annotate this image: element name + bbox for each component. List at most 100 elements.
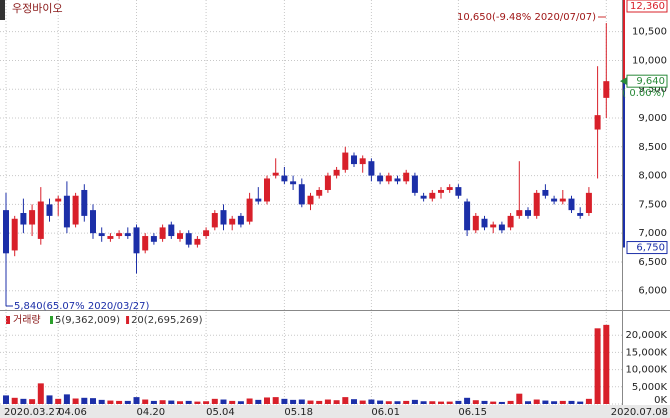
candle-body (185, 233, 192, 245)
candle-body (577, 213, 584, 216)
candle-body (551, 198, 558, 202)
legend-swatch (6, 316, 10, 324)
annotation: 5,840(65.07% 2020/03/27) (14, 301, 149, 312)
volume-bar (98, 399, 105, 404)
y-tick-label: 9,000 (638, 113, 667, 124)
candle-body (559, 198, 566, 202)
x-tick-label: 06.01 (371, 407, 400, 418)
candle-body (133, 227, 140, 254)
candle-body (150, 236, 157, 242)
y-tick-label: 8,500 (638, 142, 667, 153)
candle-body (281, 175, 288, 182)
candle-body (507, 215, 514, 228)
volume-bar (559, 400, 566, 404)
price-mark-box (626, 241, 668, 255)
candle-body (246, 198, 253, 222)
y-tick-label: 9,500 (638, 84, 667, 95)
candle-body (298, 184, 305, 205)
candle-body (542, 189, 549, 196)
candle-body (498, 224, 505, 231)
candle-body (516, 210, 523, 216)
y-tick-label: 0K (654, 395, 667, 406)
candle-body (37, 201, 44, 239)
volume-bar (498, 401, 505, 404)
candle-body (177, 233, 183, 239)
volume-bar (385, 401, 392, 404)
volume-bar (446, 401, 453, 404)
price-mark-label: 6,750 (636, 243, 665, 254)
price-mark-label: 12,360 (630, 1, 665, 12)
legend-label: 20(2,695,269) (131, 315, 203, 326)
y-tick-label: 10,500 (632, 27, 667, 38)
candle-body (63, 195, 70, 228)
candle-body (351, 155, 357, 165)
candle-body (455, 187, 462, 196)
volume-bar (72, 398, 79, 404)
candle-body (377, 175, 384, 182)
volume-bar (11, 397, 18, 404)
volume-bar (37, 383, 44, 404)
candle-body (264, 178, 270, 202)
volume-bar (124, 400, 131, 404)
y-tick-label: 7,000 (638, 228, 667, 239)
volume-bar (307, 400, 314, 404)
volume-bar (490, 401, 497, 404)
price-mark-label: 9,640 (636, 76, 665, 87)
volume-bar (46, 395, 53, 404)
x-tick-label: 2020.07.08 (611, 407, 668, 418)
volume-bar (342, 397, 349, 404)
candle-body (72, 195, 79, 225)
candle-body (316, 189, 323, 196)
candle-body (411, 175, 418, 193)
volume-bar (577, 401, 584, 404)
candle-body (290, 181, 297, 185)
candle-body (385, 175, 392, 182)
candle-body (272, 172, 279, 176)
volume-bar (507, 400, 514, 404)
candle-body (438, 189, 444, 193)
candle-body (481, 218, 488, 228)
volume-bar (324, 399, 331, 404)
volume-bar (211, 398, 218, 404)
candle-body (90, 210, 96, 234)
volume-bar (464, 397, 471, 404)
candle-body (220, 210, 227, 225)
legend-label: 5(9,362,009) (55, 315, 120, 326)
candle-body (342, 152, 349, 170)
candle-body (490, 224, 497, 228)
volume-bar (594, 328, 601, 404)
candle-body (81, 189, 88, 216)
candle-body (472, 215, 479, 231)
candle-body (420, 195, 427, 199)
candle-body (255, 198, 262, 202)
candle-body (533, 192, 540, 216)
volume-bar (403, 400, 410, 404)
candle-body (168, 224, 175, 237)
volume-bar (298, 399, 305, 404)
volume-bar (55, 398, 62, 404)
current-price-pointer (620, 77, 627, 86)
volume-bar (229, 400, 236, 404)
change-label: ( 0.00%) (622, 88, 665, 99)
candle-body (446, 187, 453, 190)
volume-bar (255, 399, 262, 404)
candle-body (203, 230, 210, 237)
y-tick-label: 10,000 (632, 55, 667, 66)
volume-bar (133, 397, 140, 404)
candle-body (142, 236, 149, 251)
candle-body (98, 233, 105, 237)
volume-bar (3, 395, 9, 404)
panel-handle (0, 0, 5, 20)
volume-bar (177, 401, 183, 404)
volume-bar (333, 400, 340, 404)
volume-bar (264, 397, 270, 404)
candle-body (159, 227, 166, 239)
volume-bar (150, 400, 157, 404)
y-tick-label: 6,000 (638, 286, 667, 297)
candle-body (307, 195, 314, 205)
candle-body (525, 210, 531, 216)
candle-body (194, 238, 201, 245)
volume-bar (420, 401, 427, 404)
volume-bar (351, 399, 357, 404)
volume-bar (481, 400, 488, 404)
